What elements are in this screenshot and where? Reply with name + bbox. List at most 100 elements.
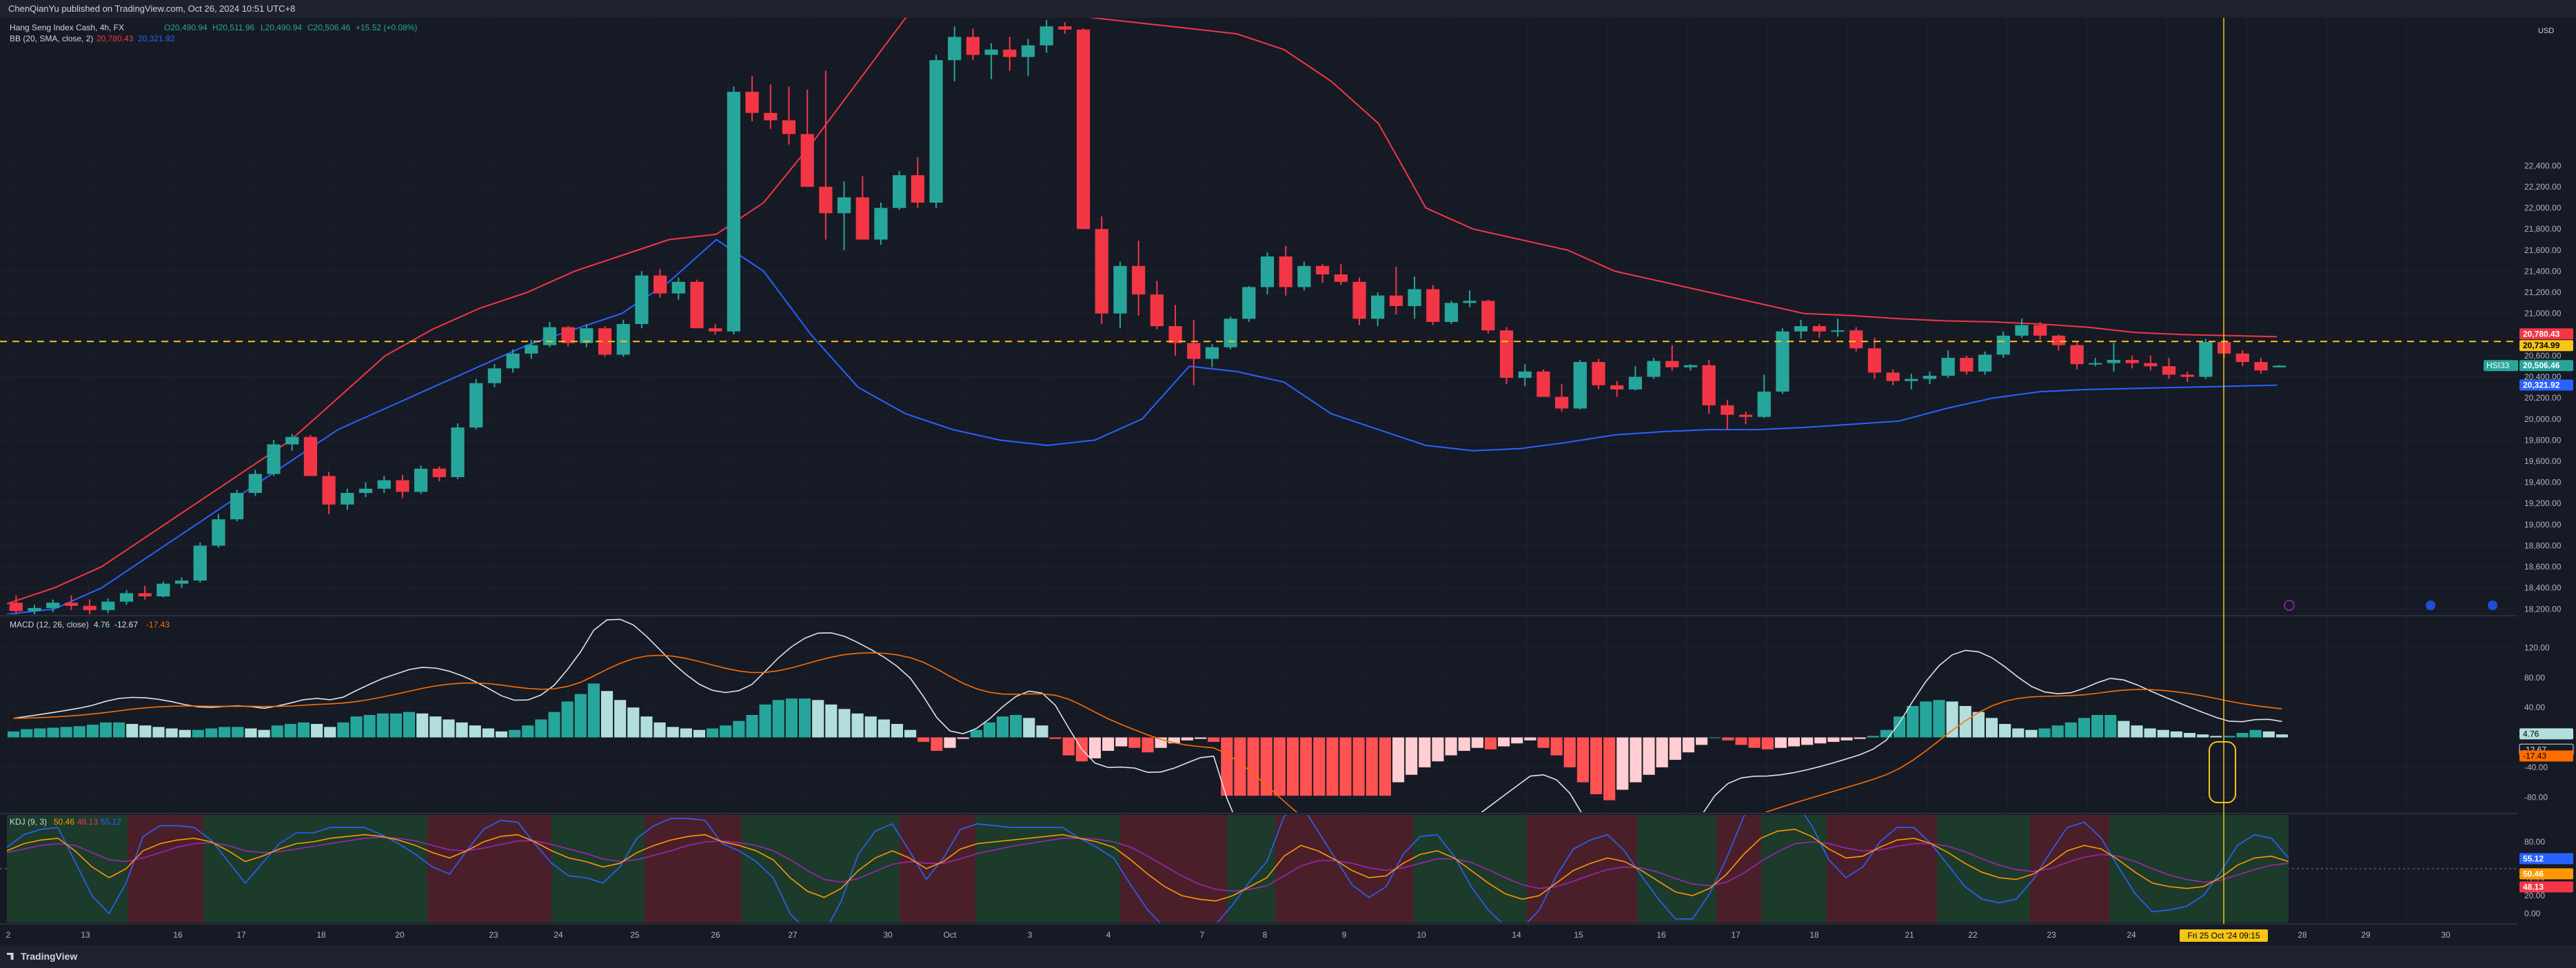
- macd-bar: [86, 725, 99, 738]
- candle-body: [46, 603, 60, 608]
- macd-bar: [219, 727, 231, 738]
- price-axis[interactable]: 22,400.00 22,200.00 22,000.00 21,800.00 21,6…: [2524, 161, 2562, 918]
- candle-body: [1941, 357, 1955, 376]
- candle-body: [2199, 342, 2213, 377]
- macd-bar: [1339, 737, 1352, 796]
- macd-bar: [2236, 733, 2249, 738]
- candle-body: [1021, 45, 1035, 57]
- flag-icon-us[interactable]: [2426, 601, 2435, 610]
- candle-body: [303, 436, 318, 476]
- candle-body: [690, 281, 704, 329]
- ohlc-change: +15.52 (+0.08%): [356, 23, 417, 32]
- chart-canvas[interactable]: 22,400.00 22,200.00 22,000.00 21,800.00 21,6…: [0, 18, 2576, 946]
- candle-body: [635, 275, 649, 324]
- kdj-price-label: 50.46: [2523, 869, 2544, 878]
- macd-bar: [1036, 725, 1048, 738]
- candle-body: [487, 368, 501, 383]
- candle-body: [2034, 325, 2047, 336]
- candle-body: [874, 208, 888, 240]
- macd-bar: [297, 722, 310, 738]
- time-tick: 24: [2127, 930, 2136, 940]
- macd-price-label: 4.76: [2523, 729, 2539, 738]
- macd-bar: [456, 722, 468, 738]
- candle-body: [156, 583, 170, 596]
- macd-tick: -40.00: [2524, 763, 2548, 772]
- macd-bar: [2051, 725, 2064, 738]
- macd-bar: [535, 719, 547, 738]
- candle-body: [1610, 385, 1624, 390]
- macd-bar: [2078, 718, 2091, 738]
- candle-body: [1003, 49, 1017, 57]
- price-tick: 18,800.00: [2524, 541, 2562, 550]
- macd-bar: [152, 727, 165, 738]
- candle-body: [764, 112, 778, 121]
- candle-body: [28, 607, 41, 612]
- macd-bar: [1603, 737, 1616, 800]
- candle-body: [2125, 360, 2139, 363]
- macd-bar: [232, 727, 244, 738]
- time-axis[interactable]: 2 13 16 17 18 20 23 24 25 26 27 30 Oct 3 4 7 8 9 10 14 15 16 1…: [6, 929, 2451, 942]
- flag-icon-us-2[interactable]: [2488, 601, 2497, 610]
- macd-bar: [1273, 737, 1286, 796]
- macd-bar: [258, 729, 270, 738]
- macd-bar: [1247, 737, 1259, 796]
- macd-bar: [1286, 737, 1299, 796]
- macd-bar: [1194, 737, 1207, 739]
- candle-body: [893, 175, 906, 208]
- macd-bar: [720, 725, 732, 738]
- macd-bar: [324, 727, 336, 738]
- ohlc-high: H20,511.96: [212, 23, 254, 32]
- ohlc-close: C20,506.46: [307, 23, 350, 32]
- macd-bar: [1142, 737, 1154, 753]
- macd-bar: [1972, 712, 1985, 738]
- macd-bar: [944, 737, 956, 748]
- candle-body: [2162, 366, 2176, 375]
- kdj-band: [1275, 815, 1413, 922]
- tradingview-logo[interactable]: TradingView: [7, 951, 77, 962]
- price-label-bg: [2519, 340, 2573, 352]
- kdj-band: [1527, 815, 1637, 922]
- time-tick: 13: [81, 930, 90, 940]
- candle-body: [212, 519, 225, 546]
- event-icon[interactable]: [2284, 600, 2295, 611]
- macd-bar: [904, 729, 917, 738]
- macd-bar: [443, 719, 455, 738]
- macd-bar: [1999, 724, 2011, 738]
- macd-bar: [680, 728, 692, 738]
- macd-lines: [13, 618, 2282, 812]
- price-tick: 19,800.00: [2524, 435, 2562, 445]
- macd-bar: [1590, 737, 1603, 794]
- candle-body: [2235, 353, 2249, 363]
- candle-body: [745, 92, 759, 113]
- kdj-band: [1227, 815, 1275, 922]
- macd-bar: [2012, 728, 2025, 738]
- time-tick: 21: [1905, 930, 1914, 940]
- kdj-legend-k: 50.46: [54, 817, 74, 827]
- candle-body: [138, 593, 152, 596]
- macd-bar: [1920, 701, 1932, 738]
- price-tick: 20,200.00: [2524, 393, 2562, 403]
- macd-bar: [1088, 737, 1102, 758]
- macd-bar: [179, 729, 191, 738]
- macd-bar: [2262, 731, 2275, 738]
- candle-body: [2144, 363, 2158, 367]
- candle-body: [1647, 361, 1661, 377]
- price-tick: 21,600.00: [2524, 245, 2562, 255]
- macd-bar: [957, 737, 969, 739]
- macd-bar: [482, 728, 494, 738]
- macd-bar: [21, 729, 33, 738]
- macd-bar: [1669, 737, 1681, 760]
- macd-bar: [1023, 718, 1035, 738]
- time-tick: 16: [1656, 930, 1666, 940]
- candle-body: [64, 603, 79, 606]
- price-label-current: 20,506.46: [2523, 361, 2560, 370]
- macd-bar: [970, 729, 982, 738]
- candle-body: [83, 605, 97, 610]
- macd-bar: [2223, 736, 2235, 738]
- macd-bar: [746, 715, 758, 738]
- macd-bar: [1498, 737, 1510, 747]
- time-tick: 3: [1028, 930, 1033, 940]
- time-tick: 7: [1200, 930, 1205, 940]
- macd-bar: [851, 713, 864, 738]
- macd-bar: [416, 713, 429, 738]
